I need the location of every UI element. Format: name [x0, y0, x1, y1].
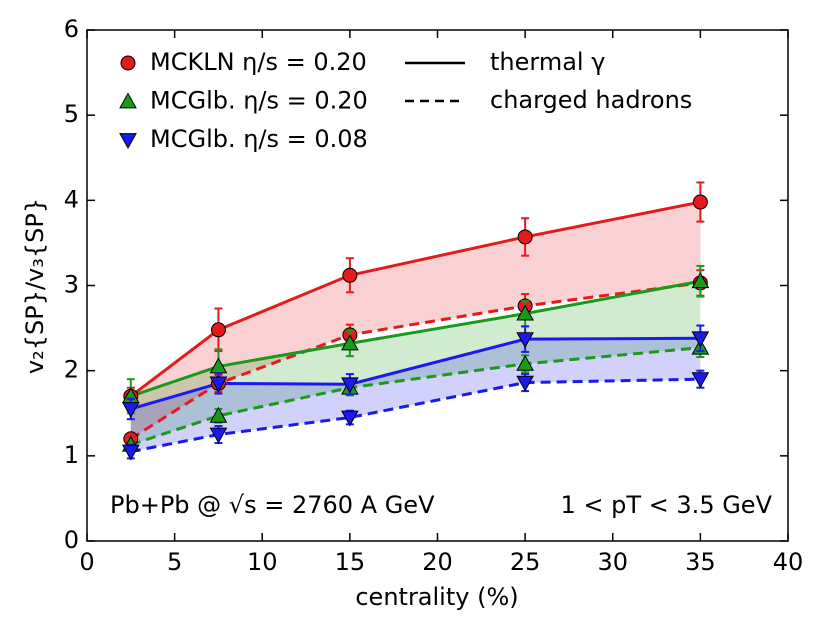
x-axis-label: centrality (%)	[355, 583, 518, 611]
y-axis-label: v₂{SP}/v₃{SP}	[21, 198, 49, 374]
y-tick-label: 5	[64, 100, 79, 128]
y-tick-label: 6	[64, 15, 79, 43]
marker	[342, 267, 358, 283]
x-tick-label: 20	[422, 548, 453, 576]
marker	[121, 444, 140, 461]
legend-marker	[119, 92, 137, 109]
x-tick-label: 10	[247, 548, 278, 576]
marker	[516, 332, 534, 349]
x-tick-label: 30	[597, 548, 628, 576]
legend-label: MCGlb. η/s = 0.08	[150, 125, 368, 153]
band	[130, 338, 701, 452]
y-tick-label: 0	[64, 526, 79, 554]
plot-area	[119, 55, 710, 461]
legend-label: thermal γ	[490, 48, 605, 76]
marker	[209, 427, 228, 444]
marker	[341, 334, 359, 351]
marker	[691, 372, 710, 389]
marker	[691, 331, 710, 348]
marker	[516, 304, 534, 321]
y-tick-label: 3	[64, 271, 79, 299]
annotation: 1 < pT < 3.5 GeV	[561, 491, 773, 519]
x-tick-label: 25	[510, 548, 541, 576]
marker	[341, 377, 359, 394]
x-tick-label: 40	[773, 548, 804, 576]
x-tick-label: 15	[335, 548, 366, 576]
x-tick-label: 5	[167, 548, 182, 576]
marker	[516, 375, 534, 392]
marker	[341, 410, 359, 427]
legend-marker	[120, 55, 136, 71]
marker	[517, 229, 533, 245]
legend-label: MCGlb. η/s = 0.20	[150, 87, 368, 115]
y-tick-label: 4	[64, 185, 79, 213]
marker	[691, 272, 710, 289]
band	[130, 202, 701, 439]
marker	[692, 194, 708, 210]
x-tick-label: 0	[79, 548, 94, 576]
legend-label: charged hadrons	[490, 86, 692, 114]
marker	[121, 402, 140, 419]
annotation: Pb+Pb @ √s = 2760 A GeV	[110, 491, 435, 519]
legend-marker	[119, 133, 137, 150]
x-tick-label: 35	[685, 548, 716, 576]
y-tick-label: 2	[64, 356, 79, 384]
marker	[516, 354, 534, 371]
y-tick-label: 1	[64, 441, 79, 469]
marker	[210, 322, 226, 338]
marker	[209, 406, 228, 423]
legend-label: MCKLN η/s = 0.20	[150, 48, 367, 76]
marker	[209, 376, 228, 393]
